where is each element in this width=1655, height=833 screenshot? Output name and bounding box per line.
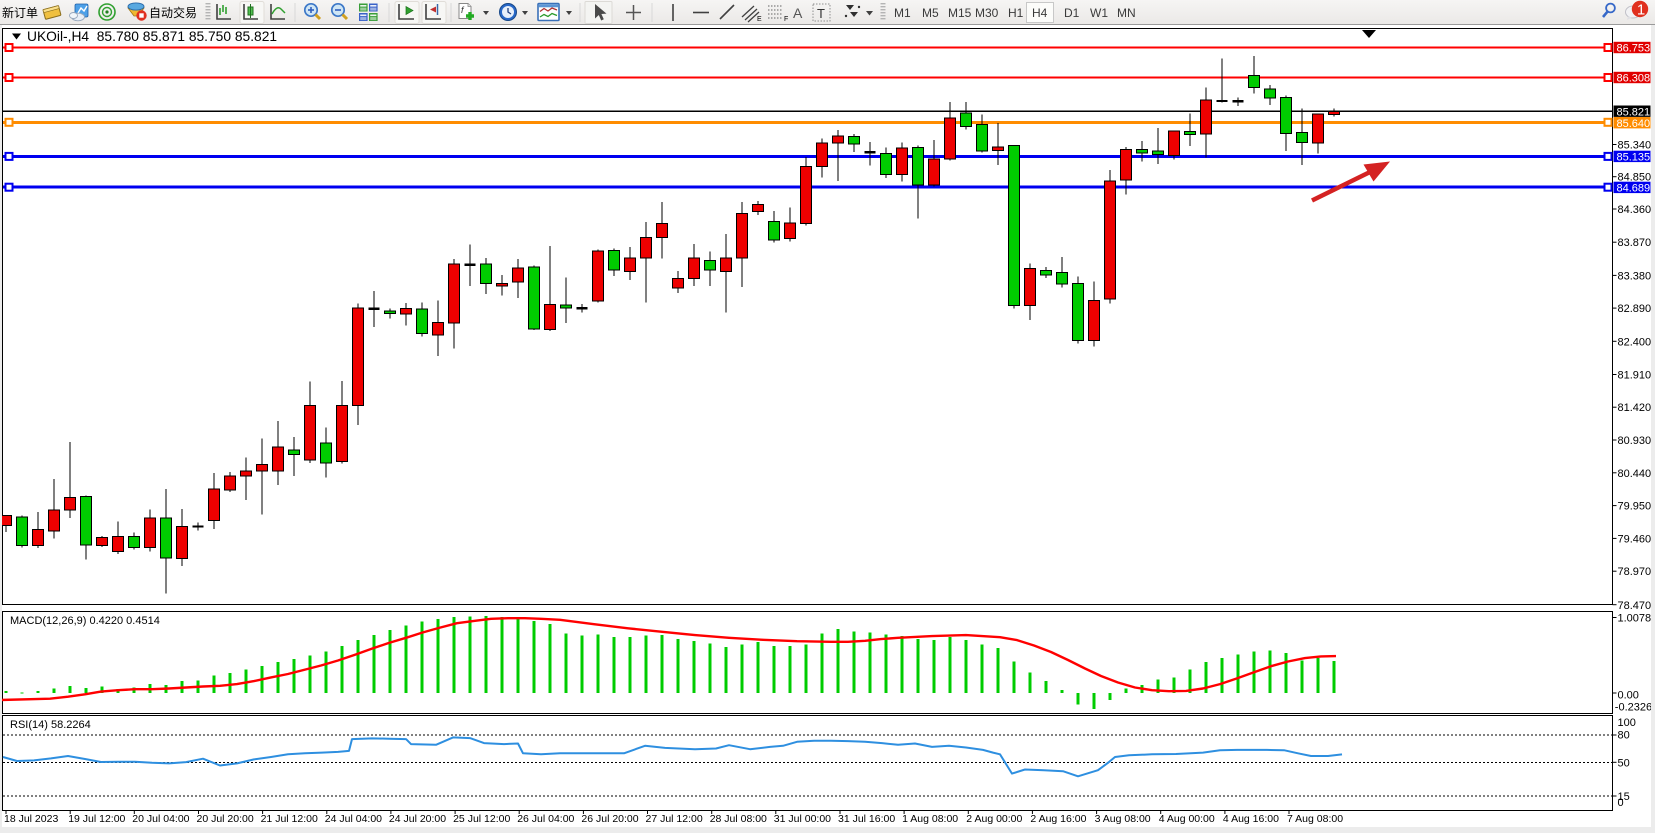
svg-text:25 Jul 12:00: 25 Jul 12:00 [453,813,510,825]
svg-text:31 Jul 16:00: 31 Jul 16:00 [838,813,895,825]
svg-text:85.135: 85.135 [1617,152,1651,164]
svg-text:78.470: 78.470 [1618,600,1652,612]
svg-text:24 Jul 20:00: 24 Jul 20:00 [389,813,446,825]
svg-text:4 Aug 16:00: 4 Aug 16:00 [1223,813,1279,825]
svg-text:H4: H4 [1032,6,1048,20]
svg-text:新订单: 新订单 [2,5,38,20]
svg-text:M30: M30 [975,6,999,20]
svg-text:80.930: 80.930 [1618,435,1652,447]
svg-text:MACD(12,26,9) 0.4220 0.4514: MACD(12,26,9) 0.4220 0.4514 [10,615,160,627]
svg-text:86.308: 86.308 [1617,73,1651,85]
svg-text:3 Aug 08:00: 3 Aug 08:00 [1095,813,1151,825]
svg-text:86.753: 86.753 [1617,43,1651,55]
svg-text:83.380: 83.380 [1618,270,1652,282]
svg-text:82.890: 82.890 [1618,303,1652,315]
svg-text:2 Aug 00:00: 2 Aug 00:00 [966,813,1022,825]
svg-text:84.689: 84.689 [1617,183,1651,195]
svg-text:7 Aug 08:00: 7 Aug 08:00 [1287,813,1343,825]
svg-text:F: F [784,16,788,23]
svg-text:M15: M15 [948,6,972,20]
svg-text:20 Jul 20:00: 20 Jul 20:00 [197,813,254,825]
svg-text:19 Jul 12:00: 19 Jul 12:00 [68,813,125,825]
svg-text:85.640: 85.640 [1617,118,1651,130]
svg-text:UKOil-,H4 85.780 85.871 85.75: UKOil-,H4 85.780 85.871 85.750 85.821 [27,29,277,44]
svg-text:81.910: 81.910 [1618,370,1652,382]
svg-text:RSI(14) 58.2264: RSI(14) 58.2264 [10,719,91,731]
svg-text:A: A [793,5,803,21]
svg-text:18 Jul 2023: 18 Jul 2023 [4,813,58,825]
svg-text:24 Jul 04:00: 24 Jul 04:00 [325,813,382,825]
svg-text:20 Jul 04:00: 20 Jul 04:00 [132,813,189,825]
svg-text:78.970: 78.970 [1618,566,1652,578]
svg-text:100: 100 [1618,717,1636,729]
svg-text:f: f [461,5,465,15]
svg-text:83.870: 83.870 [1618,237,1652,249]
svg-text:85.821: 85.821 [1617,106,1651,118]
svg-text:31 Jul 00:00: 31 Jul 00:00 [774,813,831,825]
svg-text:1.0078: 1.0078 [1618,613,1652,625]
svg-text:80.440: 80.440 [1618,468,1652,480]
svg-text:27 Jul 12:00: 27 Jul 12:00 [646,813,703,825]
svg-text:4 Aug 00:00: 4 Aug 00:00 [1159,813,1215,825]
svg-text:W1: W1 [1090,6,1108,20]
svg-text:26 Jul 20:00: 26 Jul 20:00 [581,813,638,825]
svg-text:21 Jul 12:00: 21 Jul 12:00 [261,813,318,825]
svg-text:81.420: 81.420 [1618,402,1652,414]
svg-text:15: 15 [1618,791,1630,803]
svg-text:0.00: 0.00 [1618,689,1639,701]
svg-text:2 Aug 16:00: 2 Aug 16:00 [1030,813,1086,825]
svg-text:D1: D1 [1064,6,1080,20]
svg-text:M1: M1 [894,6,911,20]
svg-text:M5: M5 [922,6,939,20]
svg-text:82.400: 82.400 [1618,336,1652,348]
svg-text:79.950: 79.950 [1618,501,1652,513]
svg-text:E: E [757,16,762,23]
svg-text:84.360: 84.360 [1618,204,1652,216]
svg-text:MN: MN [1117,6,1136,20]
svg-text:85.340: 85.340 [1618,140,1652,152]
svg-text:T: T [817,6,825,21]
svg-text:1 Aug 08:00: 1 Aug 08:00 [902,813,958,825]
svg-text:-0.2326: -0.2326 [1615,701,1652,713]
svg-text:80: 80 [1618,729,1630,741]
svg-text:H1: H1 [1008,6,1024,20]
svg-text:26 Jul 04:00: 26 Jul 04:00 [517,813,574,825]
svg-text:28 Jul 08:00: 28 Jul 08:00 [710,813,767,825]
svg-text:0: 0 [1618,797,1624,809]
svg-text:84.850: 84.850 [1618,172,1652,184]
svg-text:79.460: 79.460 [1618,533,1652,545]
svg-text:50: 50 [1618,757,1630,769]
svg-text:自动交易: 自动交易 [149,5,197,20]
svg-text:1: 1 [1637,1,1645,18]
